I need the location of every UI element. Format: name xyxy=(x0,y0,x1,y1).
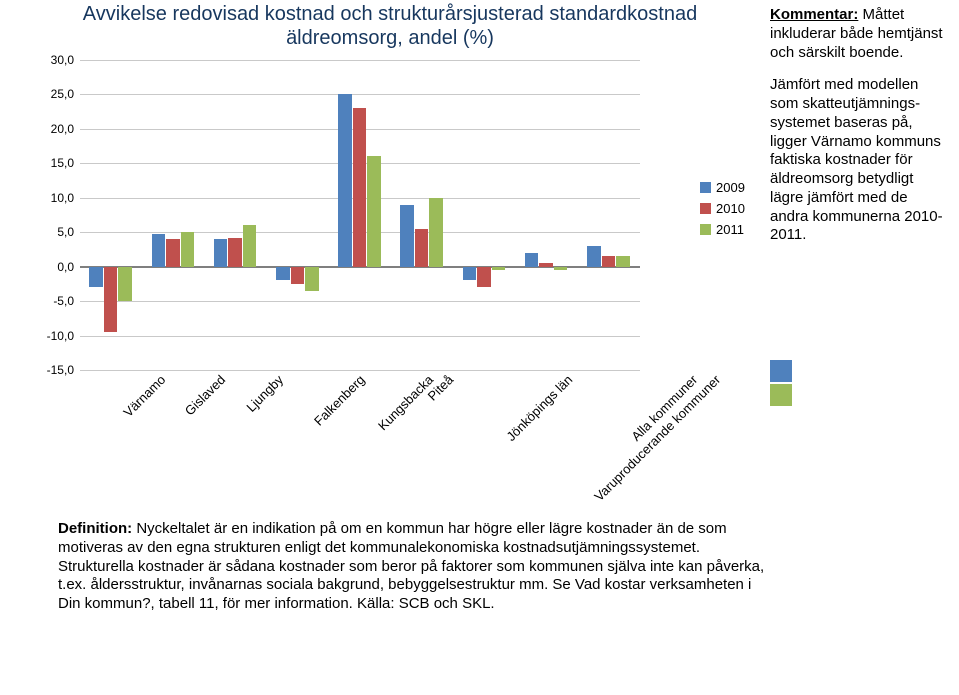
gridline xyxy=(80,94,640,95)
definition-text: Definition: Nyckeltalet är en indikation… xyxy=(58,520,778,614)
y-axis-label: 15,0 xyxy=(24,156,74,170)
chart-bar xyxy=(181,232,195,266)
chart-plot-area: -15,0-10,0-5,00,05,010,015,020,025,030,0 xyxy=(80,60,640,370)
chart-bar xyxy=(602,256,616,266)
legend-swatch xyxy=(700,203,711,214)
y-axis-label: 5,0 xyxy=(24,225,74,239)
chart-bar xyxy=(429,198,443,267)
chart-bar xyxy=(305,267,319,291)
chart-bar xyxy=(243,225,257,266)
gridline xyxy=(80,301,640,302)
commentary-heading: Kommentar: xyxy=(770,6,858,23)
chart-bar xyxy=(525,253,539,267)
legend-item: 2009 xyxy=(700,180,760,195)
legend-label: 2009 xyxy=(716,180,745,195)
x-axis-label: Värnamo xyxy=(121,372,169,420)
legend-label: 2011 xyxy=(716,222,744,237)
y-axis-label: -5,0 xyxy=(24,294,74,308)
gridline xyxy=(80,60,640,61)
chart-bar xyxy=(118,267,132,301)
logo-square xyxy=(770,360,792,382)
commentary-panel: Kommentar: Måttet inkluderar både hemtjä… xyxy=(770,6,945,259)
chart-bar xyxy=(214,239,228,267)
x-axis-label: Kungsbacka xyxy=(375,372,436,433)
chart-bar xyxy=(166,239,180,267)
y-axis-label: 30,0 xyxy=(24,53,74,67)
chart-bar xyxy=(338,94,352,266)
chart-bar xyxy=(492,267,506,270)
chart-bar xyxy=(228,238,242,267)
legend-swatch xyxy=(700,224,711,235)
legend-label: 2010 xyxy=(716,201,745,216)
definition-body: Nyckeltalet är en indikation på om en ko… xyxy=(58,520,764,612)
chart-x-axis-labels: Värnamo Gislaved Ljungby FalkenbergKungsbac… xyxy=(80,372,640,492)
definition-label: Definition: xyxy=(58,520,132,537)
y-axis-label: 10,0 xyxy=(24,191,74,205)
chart-bar xyxy=(463,267,477,281)
chart-bar xyxy=(152,234,166,267)
x-axis-label: Ljungby xyxy=(243,372,286,415)
chart-bar xyxy=(353,108,367,266)
commentary-para2: Jämfört med modellen som skatteutjämning… xyxy=(770,76,945,245)
chart-bar xyxy=(367,156,381,266)
logo-squares xyxy=(770,360,792,406)
chart-title: Avvikelse redovisad kostnad och struktur… xyxy=(80,2,700,50)
chart-bar xyxy=(616,256,630,266)
gridline xyxy=(80,336,640,337)
x-axis-label: Falkenberg xyxy=(311,372,368,429)
y-axis-label: 25,0 xyxy=(24,87,74,101)
chart-bar xyxy=(400,205,414,267)
chart-bar xyxy=(554,267,568,270)
y-axis-label: -15,0 xyxy=(24,363,74,377)
chart-bar xyxy=(104,267,118,332)
x-axis-label: Gislaved xyxy=(182,372,228,418)
y-axis-label: 20,0 xyxy=(24,122,74,136)
chart-bar xyxy=(415,229,429,267)
y-axis-label: -10,0 xyxy=(24,329,74,343)
chart-bar xyxy=(276,267,290,281)
logo-square xyxy=(770,384,792,406)
chart-bar xyxy=(291,267,305,284)
y-axis-label: 0,0 xyxy=(24,260,74,274)
x-axis-label: Varuproducerande kommuner xyxy=(591,372,723,504)
legend-item: 2010 xyxy=(700,201,760,216)
gridline xyxy=(80,370,640,371)
chart-container: Avvikelse redovisad kostnad och struktur… xyxy=(20,0,700,420)
legend-swatch xyxy=(700,182,711,193)
chart-bar xyxy=(587,246,601,267)
legend-item: 2011 xyxy=(700,222,760,237)
x-axis-label: Jönköpings län xyxy=(504,372,576,444)
chart-legend: 2009 2010 2011 xyxy=(700,180,760,243)
chart-bar xyxy=(539,263,553,266)
chart-bar xyxy=(477,267,491,288)
chart-bar xyxy=(89,267,103,288)
